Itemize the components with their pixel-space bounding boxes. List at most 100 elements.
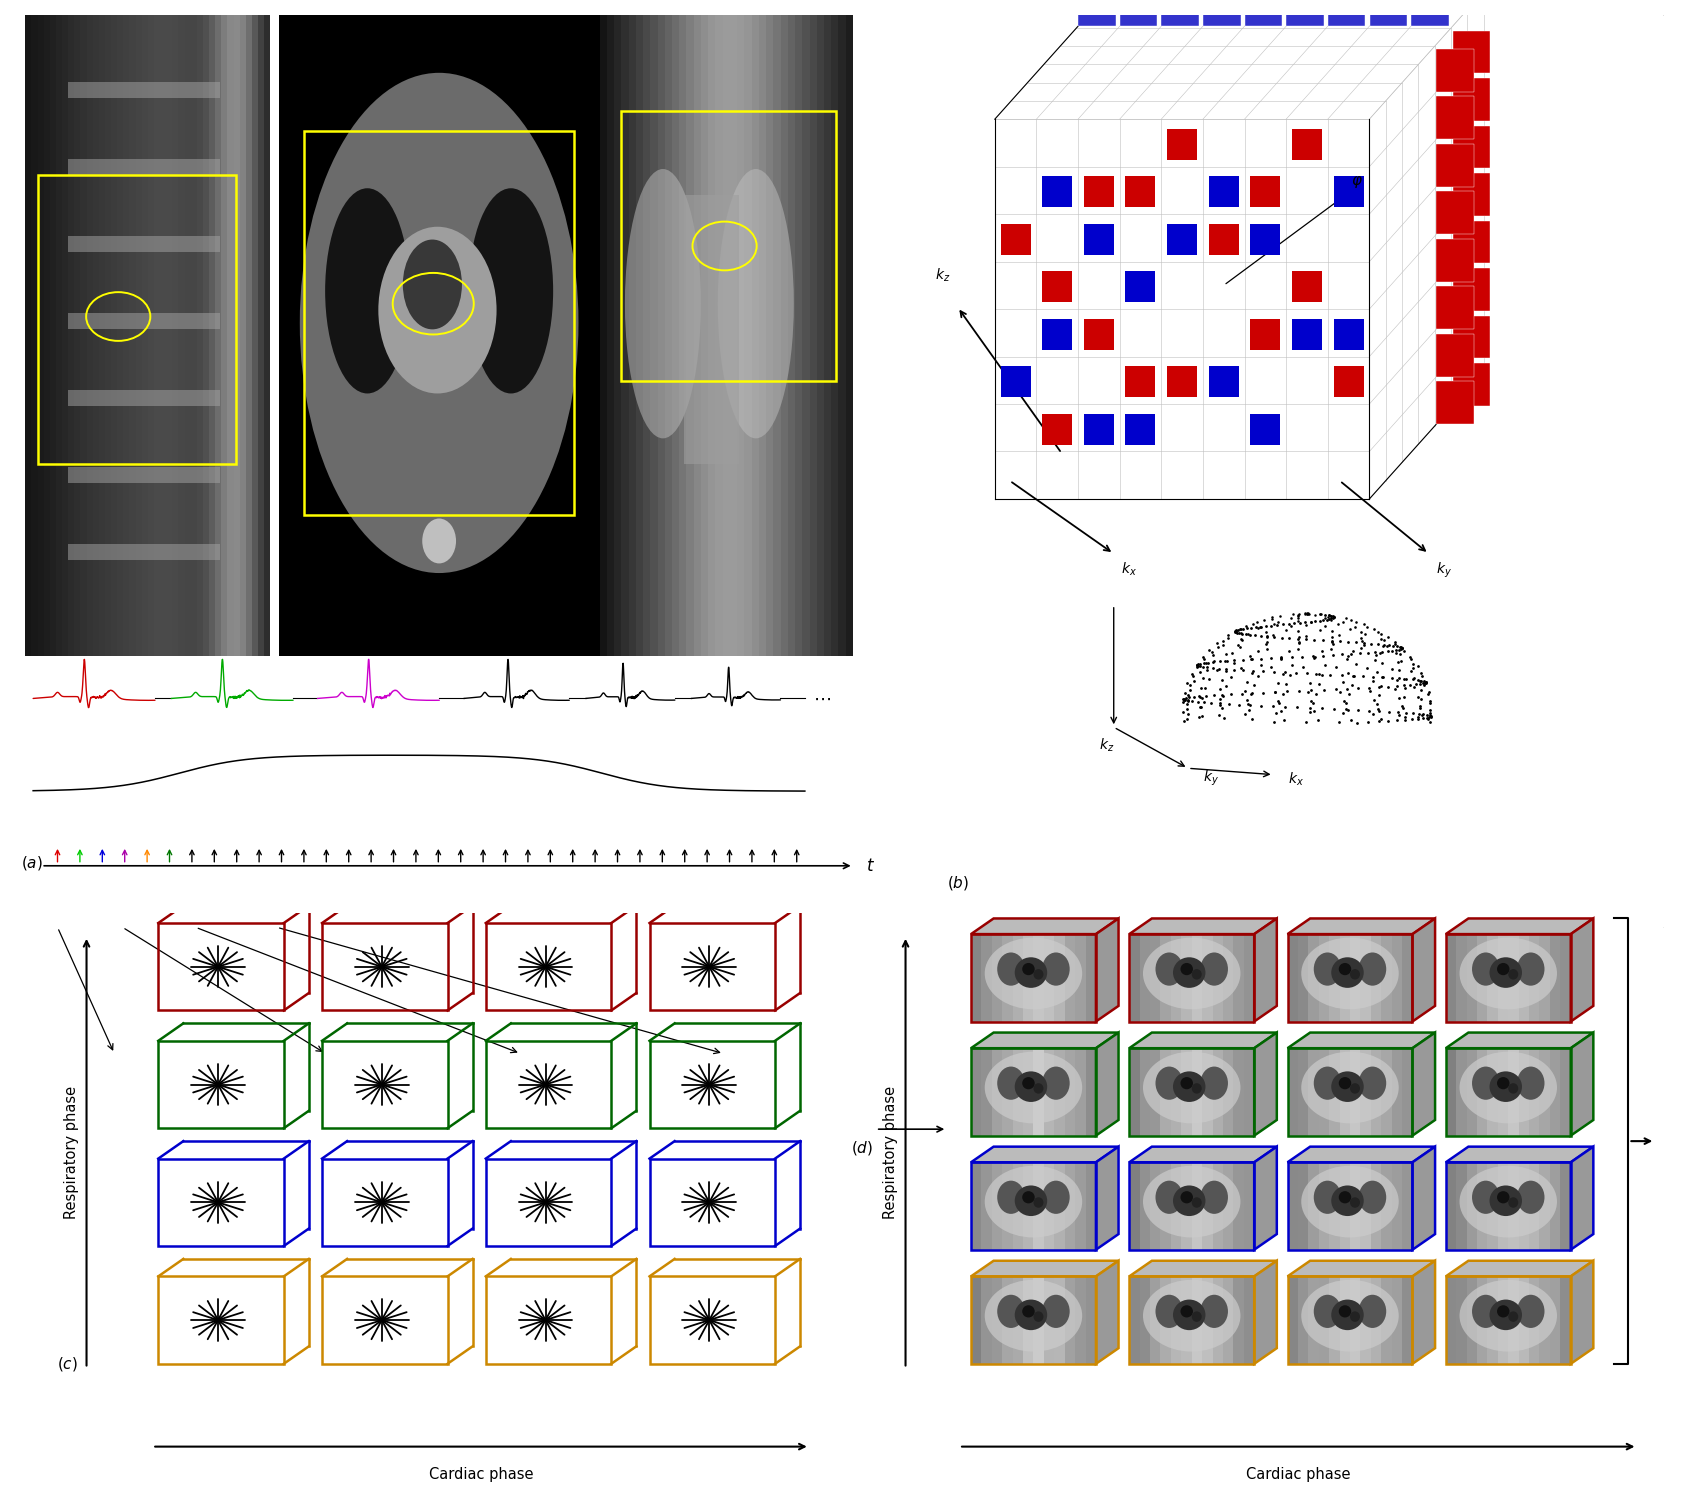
Bar	[650, 1041, 775, 1129]
Bar	[1024, 1049, 1034, 1136]
Bar	[802, 15, 809, 656]
Ellipse shape	[1331, 1071, 1363, 1102]
Polygon shape	[1255, 1032, 1277, 1136]
Bar	[787, 15, 796, 656]
Ellipse shape	[1331, 1186, 1363, 1216]
Bar	[1350, 1162, 1360, 1249]
Ellipse shape	[1508, 969, 1518, 979]
Bar	[486, 1041, 611, 1129]
Bar	[68, 314, 220, 329]
Bar	[620, 112, 836, 380]
Bar	[304, 130, 574, 516]
FancyBboxPatch shape	[917, 11, 1667, 933]
Ellipse shape	[1042, 952, 1069, 985]
Bar	[56, 15, 62, 656]
Ellipse shape	[1181, 1191, 1192, 1203]
Bar	[1002, 1049, 1013, 1136]
Text: $k_x$: $k_x$	[1289, 771, 1304, 788]
Bar	[1140, 934, 1150, 1022]
Bar	[1130, 934, 1255, 1022]
Ellipse shape	[1181, 1305, 1192, 1317]
Bar	[135, 15, 142, 656]
Bar	[991, 1049, 1002, 1136]
Bar	[1287, 1162, 1412, 1249]
Ellipse shape	[1192, 1311, 1201, 1322]
Bar	[650, 1159, 775, 1246]
Ellipse shape	[625, 169, 701, 438]
Bar	[159, 1041, 284, 1129]
Bar	[1446, 1277, 1456, 1364]
Bar	[1024, 934, 1034, 1022]
Polygon shape	[971, 919, 1118, 934]
Bar	[1044, 1277, 1054, 1364]
Bar	[1529, 1277, 1539, 1364]
Bar	[44, 15, 51, 656]
Bar	[1233, 1162, 1243, 1249]
Ellipse shape	[1350, 1197, 1360, 1207]
Bar	[1192, 1277, 1203, 1364]
Bar	[68, 83, 220, 98]
Ellipse shape	[1022, 963, 1035, 975]
Bar	[1456, 1277, 1466, 1364]
Ellipse shape	[1358, 1295, 1387, 1328]
Bar	[1223, 1162, 1233, 1249]
Bar	[37, 175, 236, 465]
Bar	[981, 1049, 991, 1136]
Bar	[1551, 1162, 1561, 1249]
Bar	[981, 1277, 991, 1364]
Bar	[1561, 1277, 1571, 1364]
Bar	[1034, 1277, 1044, 1364]
Ellipse shape	[1490, 1186, 1522, 1216]
Bar	[971, 1049, 1096, 1136]
Bar	[196, 15, 203, 656]
Bar	[1453, 125, 1490, 169]
Bar	[628, 15, 635, 656]
Text: $(c)$: $(c)$	[57, 1355, 78, 1373]
Text: $k_y$: $k_y$	[1436, 561, 1451, 581]
Bar	[1150, 1277, 1160, 1364]
Text: $(a)$: $(a)$	[20, 854, 42, 872]
Ellipse shape	[1459, 1166, 1557, 1237]
Bar	[1130, 1049, 1255, 1136]
Bar	[1042, 272, 1073, 302]
Bar	[1167, 367, 1198, 397]
Text: $(d)$: $(d)$	[851, 1139, 873, 1156]
Bar	[831, 15, 838, 656]
Bar	[1446, 1049, 1571, 1136]
Bar	[1551, 1049, 1561, 1136]
Polygon shape	[971, 1147, 1118, 1162]
Bar	[1250, 223, 1280, 255]
Bar	[1084, 413, 1113, 445]
Ellipse shape	[1042, 1180, 1069, 1213]
Bar	[971, 1049, 981, 1136]
Ellipse shape	[997, 1067, 1025, 1100]
Bar	[1064, 1277, 1076, 1364]
Bar	[1446, 1162, 1571, 1249]
Bar	[991, 934, 1002, 1022]
Ellipse shape	[1301, 1166, 1398, 1237]
Polygon shape	[1412, 1147, 1436, 1249]
Bar	[1436, 192, 1474, 234]
Bar	[1192, 1049, 1203, 1136]
Bar	[1476, 1277, 1488, 1364]
Text: $k_y$: $k_y$	[1203, 770, 1219, 788]
Bar	[323, 924, 448, 1011]
Bar	[1551, 934, 1561, 1022]
Bar	[1250, 413, 1280, 445]
Bar	[1402, 1162, 1412, 1249]
Bar	[971, 1277, 1096, 1364]
Ellipse shape	[1201, 1067, 1228, 1100]
Bar	[1476, 934, 1488, 1022]
Ellipse shape	[1034, 1311, 1044, 1322]
Text: Respiratory phase: Respiratory phase	[883, 1085, 899, 1219]
Bar	[1328, 0, 1365, 26]
Ellipse shape	[324, 189, 409, 394]
Ellipse shape	[1015, 1186, 1047, 1216]
Bar	[1094, 0, 1132, 8]
Bar	[1064, 934, 1076, 1022]
Bar	[32, 15, 37, 656]
Ellipse shape	[1331, 957, 1363, 988]
Bar	[644, 15, 650, 656]
Polygon shape	[1446, 1032, 1593, 1049]
Bar	[1130, 1049, 1140, 1136]
